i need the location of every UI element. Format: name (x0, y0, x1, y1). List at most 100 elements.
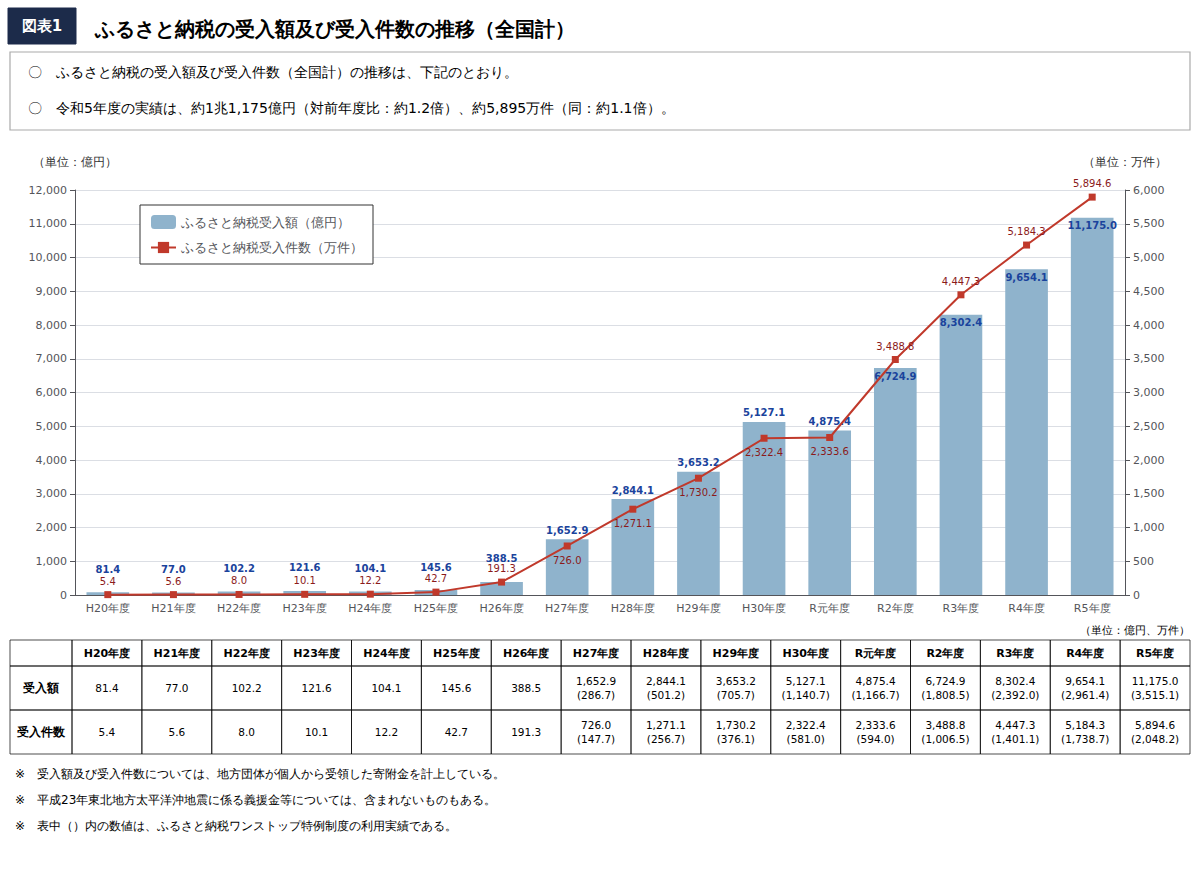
svg-text:(501.2): (501.2) (647, 689, 685, 701)
svg-text:R5年度: R5年度 (1136, 647, 1174, 660)
svg-text:6,000: 6,000 (36, 386, 68, 399)
svg-text:0: 0 (1133, 589, 1140, 602)
svg-text:4,500: 4,500 (1133, 285, 1165, 298)
svg-text:R2年度: R2年度 (926, 647, 964, 660)
svg-text:12,000: 12,000 (29, 184, 68, 197)
svg-text:191.3: 191.3 (487, 563, 516, 574)
svg-text:H22年度: H22年度 (217, 602, 261, 615)
svg-text:11,175.0: 11,175.0 (1132, 675, 1179, 687)
svg-text:12.2: 12.2 (359, 575, 381, 586)
svg-text:1,730.2: 1,730.2 (716, 719, 756, 731)
svg-text:(147.7): (147.7) (577, 733, 615, 745)
svg-text:388.5: 388.5 (511, 682, 541, 694)
svg-text:（単位：万件）: （単位：万件） (1083, 155, 1167, 169)
svg-text:(2,048.2): (2,048.2) (1131, 733, 1179, 745)
svg-text:〇 ふるさと納税の受入額及び受入件数（全国計）の推移は、下記: 〇 ふるさと納税の受入額及び受入件数（全国計）の推移は、下記のとおり。 (28, 64, 518, 80)
svg-text:11,000: 11,000 (29, 217, 68, 230)
svg-text:H28年度: H28年度 (611, 602, 655, 615)
svg-text:2,322.4: 2,322.4 (786, 719, 826, 731)
svg-text:H26年度: H26年度 (503, 647, 550, 660)
svg-text:121.6: 121.6 (289, 562, 321, 573)
svg-text:6,000: 6,000 (1133, 184, 1165, 197)
svg-text:1,652.9: 1,652.9 (576, 675, 616, 687)
svg-text:5.4: 5.4 (99, 726, 116, 738)
svg-text:3,000: 3,000 (36, 487, 68, 500)
svg-text:5,894.6: 5,894.6 (1073, 178, 1111, 189)
svg-text:(1,140.7): (1,140.7) (782, 689, 830, 701)
svg-text:5,127.1: 5,127.1 (743, 407, 785, 418)
svg-text:1,652.9: 1,652.9 (546, 525, 588, 536)
svg-text:145.6: 145.6 (420, 562, 452, 573)
svg-text:H23年度: H23年度 (283, 602, 327, 615)
svg-text:※ 受入額及び受入件数については、地方団体が個人から受領した: ※ 受入額及び受入件数については、地方団体が個人から受領した寄附金を計上している… (15, 767, 505, 781)
svg-text:（単位：億円）: （単位：億円） (33, 155, 117, 169)
svg-text:(1,808.5): (1,808.5) (921, 689, 969, 701)
svg-text:1,730.2: 1,730.2 (679, 487, 717, 498)
svg-text:5,127.1: 5,127.1 (786, 675, 826, 687)
svg-text:8.0: 8.0 (238, 726, 255, 738)
svg-text:5,000: 5,000 (1133, 251, 1165, 264)
svg-text:121.6: 121.6 (302, 682, 332, 694)
svg-text:3,500: 3,500 (1133, 352, 1165, 365)
svg-text:（単位：億円、万件）: （単位：億円、万件） (1080, 624, 1190, 637)
svg-text:〇 令和5年度の実績は、約1兆1,175億円（対前年度比：約: 〇 令和5年度の実績は、約1兆1,175億円（対前年度比：約1.2倍）、約5,8… (28, 100, 675, 116)
svg-text:H23年度: H23年度 (293, 647, 340, 660)
svg-text:7,000: 7,000 (36, 352, 68, 365)
svg-text:H30年度: H30年度 (782, 647, 829, 660)
svg-text:ふるさと納税受入件数（万件）: ふるさと納税受入件数（万件） (180, 240, 363, 255)
svg-text:10.1: 10.1 (305, 726, 328, 738)
svg-text:5.6: 5.6 (165, 576, 181, 587)
svg-text:8,302.4: 8,302.4 (940, 317, 982, 328)
svg-text:H27年度: H27年度 (545, 602, 589, 615)
svg-text:※ 平成23年東北地方太平洋沖地震に係る義援金等については、: ※ 平成23年東北地方太平洋沖地震に係る義援金等については、含まれないものもある… (15, 793, 496, 807)
svg-text:H22年度: H22年度 (223, 647, 270, 660)
svg-text:R5年度: R5年度 (1074, 602, 1111, 615)
svg-text:受入件数: 受入件数 (16, 725, 66, 739)
svg-text:R2年度: R2年度 (877, 602, 914, 615)
svg-text:R3年度: R3年度 (996, 647, 1034, 660)
svg-text:6,724.9: 6,724.9 (925, 675, 965, 687)
svg-text:(2,961.4): (2,961.4) (1061, 689, 1109, 701)
svg-text:(1,006.5): (1,006.5) (921, 733, 969, 745)
svg-text:5.4: 5.4 (100, 576, 116, 587)
svg-text:10.1: 10.1 (294, 575, 316, 586)
svg-text:3,000: 3,000 (1133, 386, 1165, 399)
svg-text:1,271.1: 1,271.1 (614, 518, 652, 529)
svg-text:H29年度: H29年度 (676, 602, 720, 615)
svg-text:9,000: 9,000 (36, 285, 68, 298)
svg-text:2,333.6: 2,333.6 (811, 446, 849, 457)
svg-text:(1,401.1): (1,401.1) (991, 733, 1039, 745)
svg-text:H26年度: H26年度 (479, 602, 523, 615)
svg-text:77.0: 77.0 (161, 564, 186, 575)
svg-text:(286.7): (286.7) (577, 689, 615, 701)
svg-text:11,175.0: 11,175.0 (1068, 220, 1117, 231)
svg-text:2,333.6: 2,333.6 (856, 719, 896, 731)
svg-text:1,500: 1,500 (1133, 487, 1165, 500)
svg-text:(256.7): (256.7) (647, 733, 685, 745)
svg-text:4,000: 4,000 (36, 454, 68, 467)
svg-text:R元年度: R元年度 (809, 602, 850, 615)
svg-text:(1,166.7): (1,166.7) (851, 689, 899, 701)
svg-text:2,322.4: 2,322.4 (745, 447, 783, 458)
svg-text:2,844.1: 2,844.1 (612, 485, 654, 496)
svg-text:12.2: 12.2 (375, 726, 398, 738)
svg-text:145.6: 145.6 (441, 682, 471, 694)
svg-text:(1,738.7): (1,738.7) (1061, 733, 1109, 745)
svg-text:9,654.1: 9,654.1 (1065, 675, 1105, 687)
svg-text:726.0: 726.0 (553, 555, 582, 566)
svg-text:H25年度: H25年度 (414, 602, 458, 615)
svg-text:(3,515.1): (3,515.1) (1131, 689, 1179, 701)
svg-text:(594.0): (594.0) (856, 733, 894, 745)
svg-text:H25年度: H25年度 (433, 647, 480, 660)
svg-text:R元年度: R元年度 (855, 647, 896, 660)
svg-text:104.1: 104.1 (354, 563, 386, 574)
svg-text:ふるさと納税受入額（億円）: ふるさと納税受入額（億円） (180, 215, 350, 230)
svg-text:3,653.2: 3,653.2 (716, 675, 756, 687)
svg-text:5,184.3: 5,184.3 (1007, 226, 1045, 237)
svg-text:R4年度: R4年度 (1008, 602, 1045, 615)
svg-text:4,875.4: 4,875.4 (808, 416, 850, 427)
svg-text:8,302.4: 8,302.4 (995, 675, 1035, 687)
svg-text:R4年度: R4年度 (1066, 647, 1104, 660)
svg-text:104.1: 104.1 (371, 682, 401, 694)
svg-text:77.0: 77.0 (165, 682, 188, 694)
